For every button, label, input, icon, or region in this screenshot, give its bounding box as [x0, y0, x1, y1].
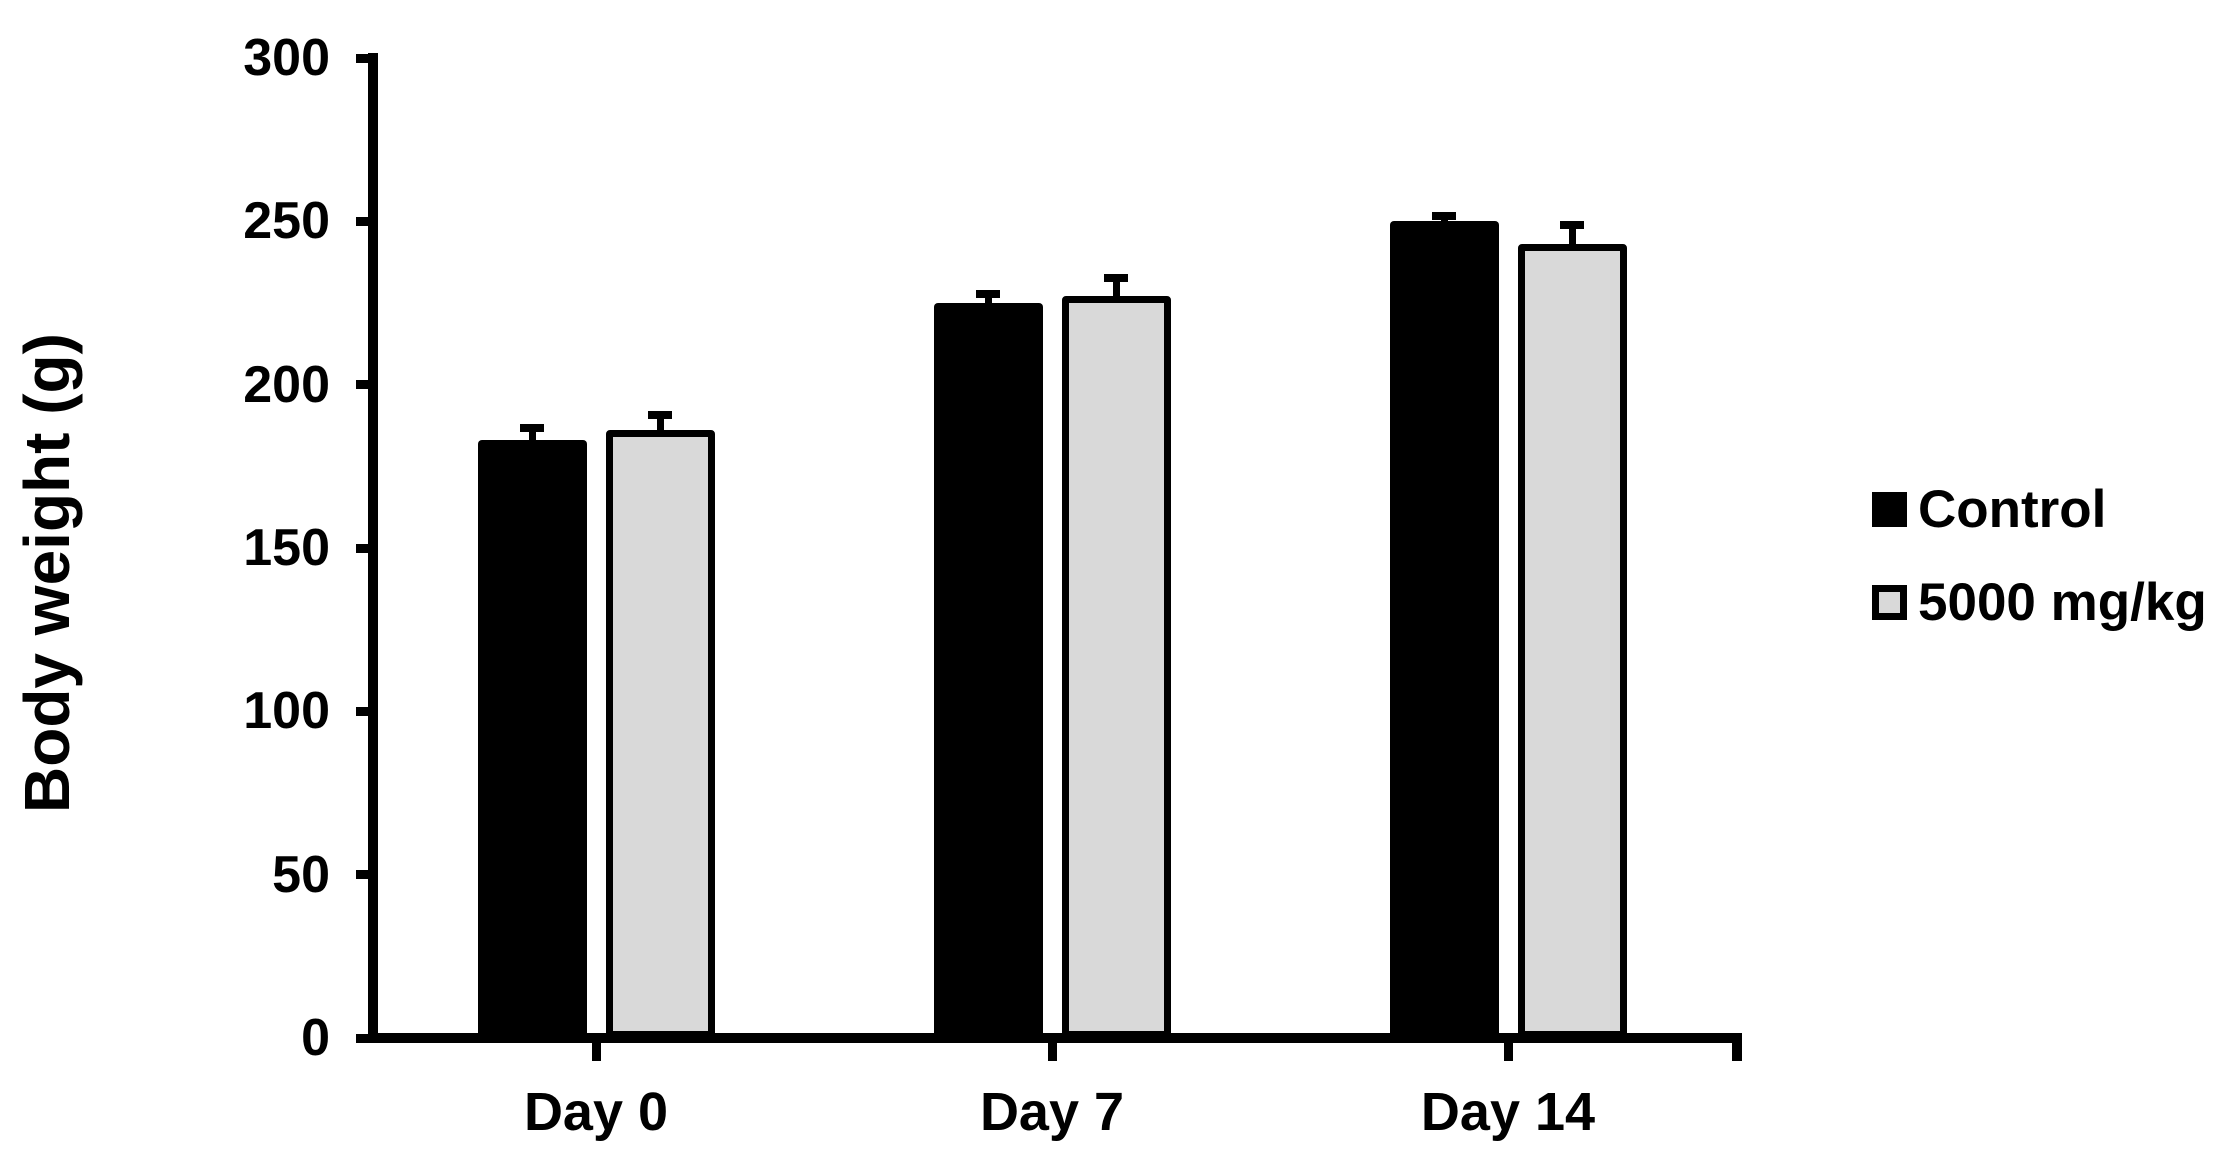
error-bar-cap-5000-mg-kg-day-7 — [1104, 274, 1128, 282]
y-tick-0 — [356, 1034, 378, 1043]
legend-label-control: Control — [1918, 480, 2107, 539]
x-axis-end-tick — [1732, 1033, 1742, 1061]
bar-5000-mg-kg-day-7 — [1062, 296, 1171, 1038]
bar-control-day-14 — [1390, 221, 1499, 1038]
error-bar-stem-5000-mg-kg-day-14 — [1569, 221, 1576, 246]
y-tick-label-200: 200 — [243, 356, 330, 414]
legend-swatch-5000-mg-kg — [1872, 585, 1907, 620]
y-tick-300 — [356, 54, 378, 63]
error-bar-cap-control-day-7 — [976, 290, 1000, 298]
y-tick-label-300: 300 — [243, 29, 330, 87]
error-bar-cap-control-day-0 — [520, 424, 544, 432]
y-tick-150 — [356, 544, 378, 553]
error-bar-stem-5000-mg-kg-day-7 — [1113, 274, 1120, 299]
x-category-label-day-7: Day 7 — [979, 1082, 1125, 1142]
error-bar-stem-control-day-0 — [529, 424, 536, 442]
y-tick-label-100: 100 — [243, 682, 330, 740]
y-tick-label-0: 0 — [301, 1009, 330, 1067]
bar-5000-mg-kg-day-14 — [1518, 244, 1627, 1038]
bar-control-day-0 — [478, 440, 587, 1038]
x-axis-line — [368, 1033, 1742, 1043]
y-tick-100 — [356, 707, 378, 716]
legend-label-5000-mg-kg: 5000 mg/kg — [1918, 573, 2207, 632]
y-tick-label-250: 250 — [243, 192, 330, 250]
legend-item-5000-mg-kg: 5000 mg/kg — [1872, 576, 2207, 629]
x-category-label-day-14: Day 14 — [1420, 1082, 1596, 1142]
error-bar-stem-5000-mg-kg-day-0 — [657, 411, 664, 433]
legend-item-control: Control — [1872, 483, 2106, 536]
y-tick-label-50: 50 — [272, 846, 330, 904]
y-tick-50 — [356, 870, 378, 879]
bar-5000-mg-kg-day-0 — [606, 430, 715, 1038]
legend-swatch-control — [1872, 492, 1907, 527]
y-tick-250 — [356, 217, 378, 226]
x-tick-day-7 — [1048, 1043, 1057, 1061]
error-bar-cap-5000-mg-kg-day-14 — [1560, 221, 1584, 229]
error-bar-cap-control-day-14 — [1432, 212, 1456, 220]
x-category-label-day-0: Day 0 — [523, 1082, 669, 1142]
x-tick-day-0 — [592, 1043, 601, 1061]
y-tick-label-150: 150 — [243, 519, 330, 577]
y-tick-200 — [356, 380, 378, 389]
bar-control-day-7 — [934, 303, 1043, 1038]
x-tick-day-14 — [1504, 1043, 1513, 1061]
error-bar-cap-5000-mg-kg-day-0 — [648, 411, 672, 419]
